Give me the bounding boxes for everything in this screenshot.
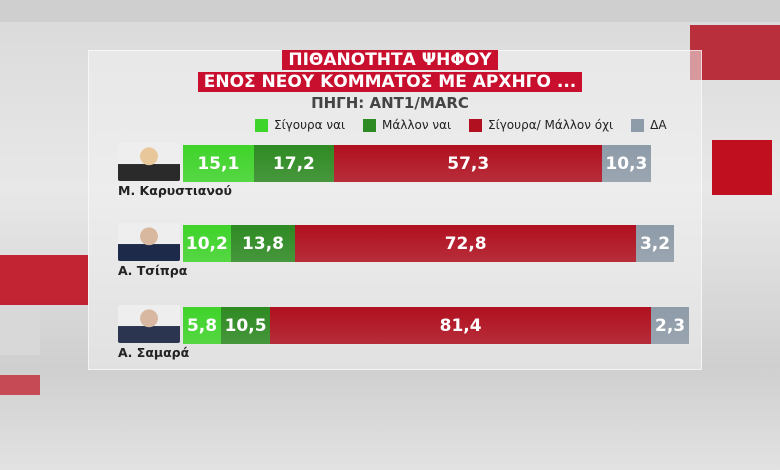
bar-segment: 2,3 [651,307,690,344]
legend-label: Σίγουρα/ Μάλλον όχι [488,118,614,132]
chart-title-line-1: ΠΙΘΑΝΟΤΗΤΑ ΨΗΦΟΥ [0,50,780,70]
candidate-photo [118,305,180,343]
bar-segment: 57,3 [334,145,603,182]
bg-block [0,375,40,395]
stacked-bar: 5,8 10,5 81,4 2,3 [183,307,690,344]
legend-item: ΔΑ [631,118,667,132]
legend-swatch [363,118,377,132]
data-label: 81,4 [439,315,482,336]
data-label: 10,2 [185,233,228,254]
bar-segment: 5,8 [183,307,221,344]
legend-swatch [469,118,483,132]
legend: Σίγουρα ναι Μάλλον ναι Σίγουρα/ Μάλλον όχι… [255,118,685,132]
data-label: 10,3 [605,153,648,174]
data-label: 13,8 [242,233,284,254]
candidate-name: Α. Σαμαρά [118,345,190,360]
legend-swatch [631,118,645,132]
data-label: 5,8 [186,315,218,336]
bar-segment: 10,2 [183,225,231,262]
data-label: 15,1 [197,153,240,174]
title-text: ΠΙΘΑΝΟΤΗΤΑ ΨΗΦΟΥ [282,50,498,70]
bg-block [0,305,40,355]
bar-segment: 10,3 [602,145,651,182]
bg-block [690,25,780,80]
candidate-photo [118,223,180,261]
bg-block [0,0,780,22]
bar-segment: 10,5 [221,307,271,344]
data-label: 10,5 [224,315,267,336]
legend-item: Σίγουρα ναι [255,118,345,132]
data-label: 57,3 [447,153,490,174]
data-label: 2,3 [655,315,686,336]
data-label: 72,8 [444,233,487,254]
floor-reflection [0,368,780,470]
bar-segment: 3,2 [636,225,675,262]
candidate-name: Α. Τσίπρα [118,263,188,278]
candidate-name: Μ. Καρυστιανού [118,183,232,198]
chart-title-line-2: ΕΝΟΣ ΝΕΟΥ ΚΟΜΜΑΤΟΣ ΜΕ ΑΡΧΗΓΟ ... [0,72,780,92]
bg-block [712,140,772,195]
data-label: 17,2 [272,153,315,174]
legend-label: Σίγουρα ναι [274,118,346,132]
title-text: ΕΝΟΣ ΝΕΟΥ ΚΟΜΜΑΤΟΣ ΜΕ ΑΡΧΗΓΟ ... [197,72,583,92]
bar-segment: 15,1 [183,145,254,182]
stacked-bar: 10,2 13,8 72,8 3,2 [183,225,675,262]
legend-item: Σίγουρα/ Μάλλον όχι [469,118,613,132]
source-label: ΠΗΓΗ: ΑΝΤ1/MARC [311,94,469,112]
legend-item: Μάλλον ναι [363,118,451,132]
legend-label: Μάλλον ναι [382,118,452,132]
bar-segment: 17,2 [253,145,335,182]
legend-label: ΔΑ [650,118,667,132]
bg-block [0,255,88,305]
legend-swatch [255,118,268,132]
stacked-bar: 15,1 17,2 57,3 10,3 [183,145,651,182]
data-label: 3,2 [639,233,671,254]
candidate-photo [118,143,180,181]
bar-segment: 81,4 [270,307,652,344]
bar-segment: 72,8 [295,225,637,262]
bar-segment: 13,8 [230,225,296,262]
